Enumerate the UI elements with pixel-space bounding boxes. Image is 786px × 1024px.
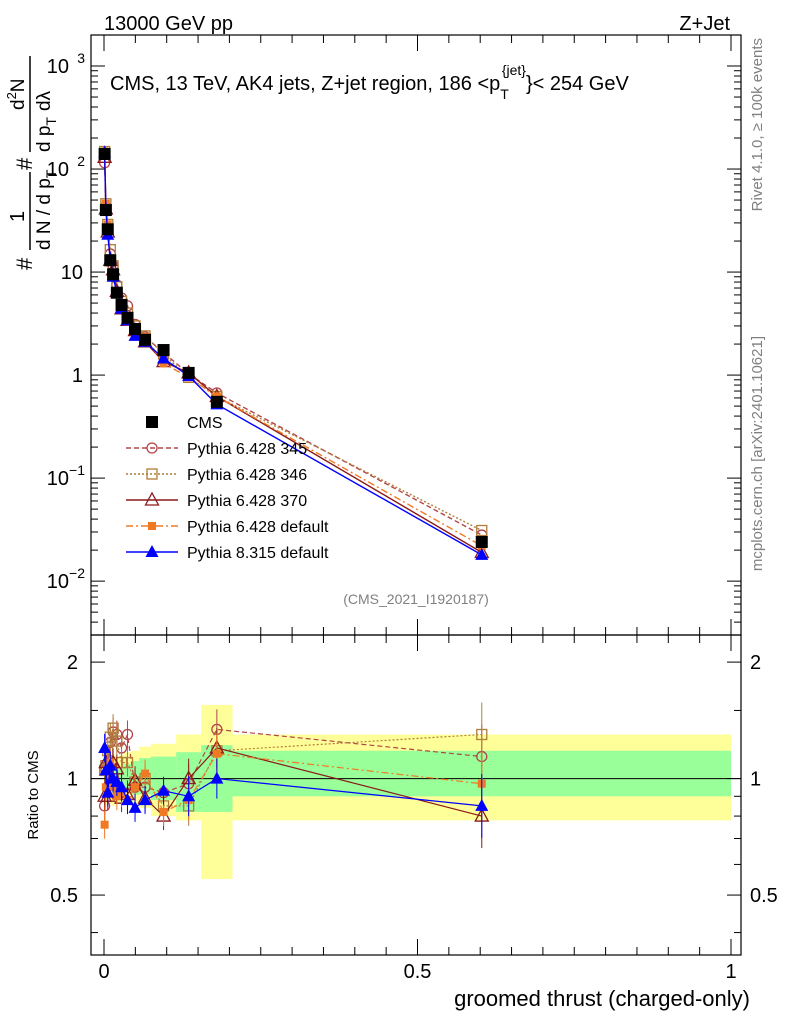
energy-label: 13000 GeV pp [104, 13, 233, 35]
legend-marker [148, 522, 156, 530]
y-tick-exponent: 3 [77, 50, 85, 66]
y-tick-label: 10 [47, 571, 69, 593]
y-tick-label: 10 [47, 159, 69, 181]
y-axis-label-hash: # [12, 257, 37, 270]
y-tick-exponent: −2 [69, 565, 85, 581]
data-point [139, 333, 152, 346]
data-point [99, 204, 112, 217]
ratio-point [101, 783, 110, 792]
y-axis-label-denominator2: d pTdλ [34, 90, 59, 152]
ratio-tick-label-right: 2 [750, 652, 761, 674]
ratio-point [121, 728, 134, 741]
ratio-point [476, 728, 488, 741]
y-axis-label: # 1 d N / d pT # d2N d pTdλ [4, 56, 59, 270]
ratio-series [97, 702, 490, 849]
ratio-point [100, 820, 109, 829]
x-tick-label: 0 [98, 961, 109, 983]
ratio-point [101, 785, 115, 798]
data-point [475, 547, 489, 560]
data-point [110, 286, 123, 299]
green-band-bin [124, 764, 131, 791]
y-axis-label-numerator: 1 [7, 211, 29, 222]
ratio-tick-label-right: 1 [750, 769, 761, 791]
data-point [210, 395, 223, 408]
legend-marker [145, 545, 159, 557]
ratio-point [121, 756, 134, 769]
y-tick-exponent: 2 [77, 153, 85, 169]
ratio-tick-label: 2 [67, 652, 78, 674]
y-tick-label: 1 [72, 365, 83, 387]
ratio-point [159, 807, 168, 816]
data-point [101, 223, 114, 236]
data-point [157, 351, 171, 364]
legend-marker [146, 416, 158, 428]
data-point [476, 524, 488, 537]
data-point [98, 147, 111, 160]
legend-label: Pythia 6.428 default [187, 519, 329, 536]
ratio-tick-label: 1 [67, 769, 78, 791]
y-tick-label: 10 [47, 56, 69, 78]
y-tick-label: 10 [47, 468, 69, 490]
y-axis-label-hash2: # [12, 157, 37, 170]
legend-label: Pythia 6.428 345 [187, 441, 307, 458]
x-tick-label: 1 [725, 961, 736, 983]
ratio-point [128, 800, 142, 813]
rivet-label: Rivet 4.1.0, ≥ 100k events [749, 38, 766, 211]
ratio-point [115, 780, 129, 793]
ratio-point [111, 735, 123, 747]
y-axis-label-denominator: d N / d pT [34, 169, 59, 250]
process-label: Z+Jet [679, 13, 730, 35]
series-line-ratio [104, 726, 482, 807]
main-series [97, 145, 490, 560]
ratio-point [121, 793, 135, 806]
ratio-point [141, 769, 150, 778]
legend-label: Pythia 6.428 346 [187, 467, 307, 484]
data-point [104, 254, 117, 267]
ratio-point [131, 783, 140, 792]
legend-label: CMS [187, 415, 223, 432]
legend-marker [146, 442, 158, 454]
ratio-axis-label: Ratio to CMS [25, 750, 42, 839]
y-tick-label: 10 [61, 262, 83, 284]
data-point [121, 311, 134, 324]
ratio-point [182, 789, 196, 802]
ratio-point [104, 731, 116, 743]
ratio-point [112, 792, 121, 801]
chart-title: CMS, 13 TeV, AK4 jets, Z+jet region, 186… [110, 62, 629, 102]
ratio-point [475, 798, 489, 811]
x-tick-label: 0.5 [404, 961, 432, 983]
data-point [107, 268, 120, 281]
ratio-point [210, 771, 224, 784]
data-point [115, 298, 128, 311]
y-tick-exponent: −1 [69, 462, 85, 478]
legend: CMS Pythia 6.428 345 Pythia 6.428 346 Pythi… [126, 415, 329, 562]
ratio-tick-label-right: 0.5 [750, 885, 778, 907]
ratio-point [212, 749, 221, 758]
ratio-tick-label: 0.5 [50, 885, 78, 907]
mcplots-label: mcplots.cern.ch [arXiv:2401.10621] [749, 336, 766, 571]
data-point [475, 535, 488, 548]
data-point [182, 366, 195, 379]
ratio-point [107, 722, 119, 734]
legend-label: Pythia 6.428 370 [187, 493, 307, 510]
ratio-point [157, 783, 171, 796]
analysis-id: (CMS_2021_I1920187) [343, 591, 489, 607]
y-axis-label-numerator2: d2N [4, 78, 29, 110]
legend-marker [144, 491, 160, 506]
x-axis-label: groomed thrust (charged-only) [454, 986, 750, 1011]
legend-marker [146, 468, 158, 480]
ratio-point [98, 740, 112, 753]
ratio-point [138, 793, 152, 806]
data-point [157, 344, 170, 357]
legend-label: Pythia 8.315 default [187, 545, 329, 562]
data-point [129, 323, 142, 336]
ratio-frame [90, 634, 742, 956]
